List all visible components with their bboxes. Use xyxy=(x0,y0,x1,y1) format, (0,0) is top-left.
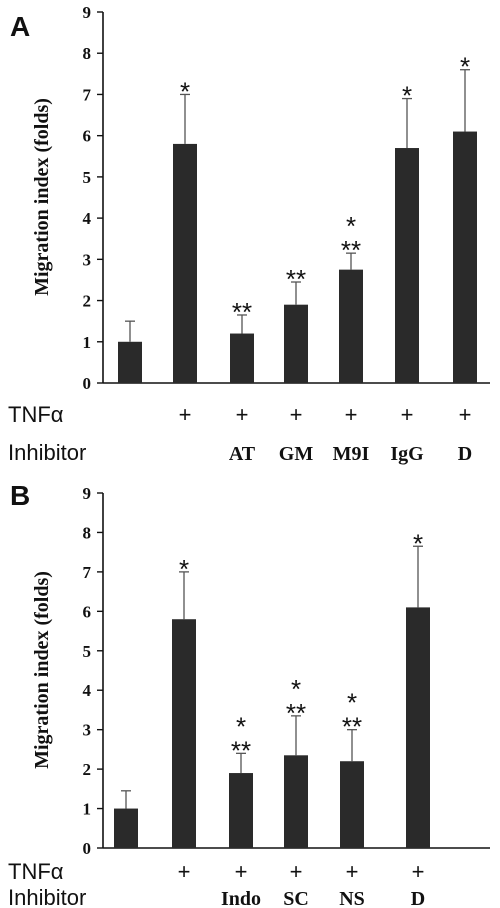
inhibitor-label: M9I xyxy=(333,443,370,465)
significance-double: ** xyxy=(232,297,252,327)
significance-single: * xyxy=(291,674,301,704)
inhibitor-label: GM xyxy=(279,443,314,465)
y-axis-label: Migration index (folds) xyxy=(31,571,53,769)
y-tick-label: 0 xyxy=(83,374,92,393)
y-tick-label: 7 xyxy=(83,85,92,104)
bar xyxy=(173,143,197,383)
y-tick-label: 8 xyxy=(83,44,92,63)
y-tick-label: 8 xyxy=(83,523,92,542)
tnf-plus: + xyxy=(459,402,472,427)
significance-double: ** xyxy=(231,735,251,765)
tnf-plus: + xyxy=(290,402,303,427)
significance-double: ** xyxy=(286,698,306,728)
bar xyxy=(118,341,142,383)
y-tick-label: 2 xyxy=(83,760,92,779)
significance-single: * xyxy=(236,711,246,741)
panel-letter: B xyxy=(10,480,30,511)
significance-single: * xyxy=(413,528,423,558)
bar xyxy=(406,607,430,848)
y-tick-label: 9 xyxy=(83,484,92,503)
bar xyxy=(453,131,477,383)
tnf-plus: + xyxy=(236,402,249,427)
bar xyxy=(395,148,419,383)
significance-single: * xyxy=(460,52,470,82)
bar xyxy=(114,808,138,848)
significance-single: * xyxy=(347,688,357,718)
y-tick-label: 5 xyxy=(83,168,92,187)
inhibitor-label: IgG xyxy=(390,443,424,465)
bar xyxy=(230,333,254,383)
y-tick-label: 0 xyxy=(83,839,92,858)
y-tick-label: 4 xyxy=(83,209,92,228)
bar xyxy=(284,755,308,848)
tnf-plus: + xyxy=(235,859,248,884)
inhibitor-row-label: Inhibitor xyxy=(8,440,86,465)
significance-single: * xyxy=(402,81,412,111)
inhibitor-label: D xyxy=(458,443,472,465)
y-tick-label: 2 xyxy=(83,292,92,311)
bar xyxy=(172,619,196,848)
tnf-row-label: TNFα xyxy=(8,402,64,427)
tnf-plus: + xyxy=(178,859,191,884)
y-tick-label: 1 xyxy=(83,333,92,352)
tnf-row-label: TNFα xyxy=(8,859,64,884)
bar xyxy=(339,269,363,383)
bar xyxy=(284,304,308,383)
significance-double: ** xyxy=(342,712,362,742)
y-tick-label: 6 xyxy=(83,127,92,146)
inhibitor-row-label: Inhibitor xyxy=(8,885,86,908)
inhibitor-label: AT xyxy=(229,443,256,465)
tnf-plus: + xyxy=(412,859,425,884)
significance-single: * xyxy=(346,211,356,241)
tnf-plus: + xyxy=(345,402,358,427)
panel-letter: A xyxy=(10,11,30,42)
inhibitor-label: Indo xyxy=(221,888,261,908)
inhibitor-label: SC xyxy=(283,888,309,908)
y-tick-label: 9 xyxy=(83,3,92,22)
y-tick-label: 1 xyxy=(83,800,92,819)
significance-double: ** xyxy=(286,264,306,294)
bar xyxy=(340,761,364,848)
y-tick-label: 6 xyxy=(83,602,92,621)
tnf-plus: + xyxy=(179,402,192,427)
y-tick-label: 5 xyxy=(83,642,92,661)
y-tick-label: 3 xyxy=(83,721,92,740)
y-tick-label: 7 xyxy=(83,563,92,582)
tnf-plus: + xyxy=(401,402,414,427)
significance-double: ** xyxy=(341,235,361,265)
y-axis-label: Migration index (folds) xyxy=(31,98,53,296)
y-tick-label: 3 xyxy=(83,250,92,269)
inhibitor-label: NS xyxy=(339,888,365,908)
bar xyxy=(229,773,253,848)
significance-single: * xyxy=(179,554,189,584)
significance-single: * xyxy=(180,76,190,106)
inhibitor-label: D xyxy=(411,888,425,908)
y-tick-label: 4 xyxy=(83,681,92,700)
tnf-plus: + xyxy=(346,859,359,884)
tnf-plus: + xyxy=(290,859,303,884)
